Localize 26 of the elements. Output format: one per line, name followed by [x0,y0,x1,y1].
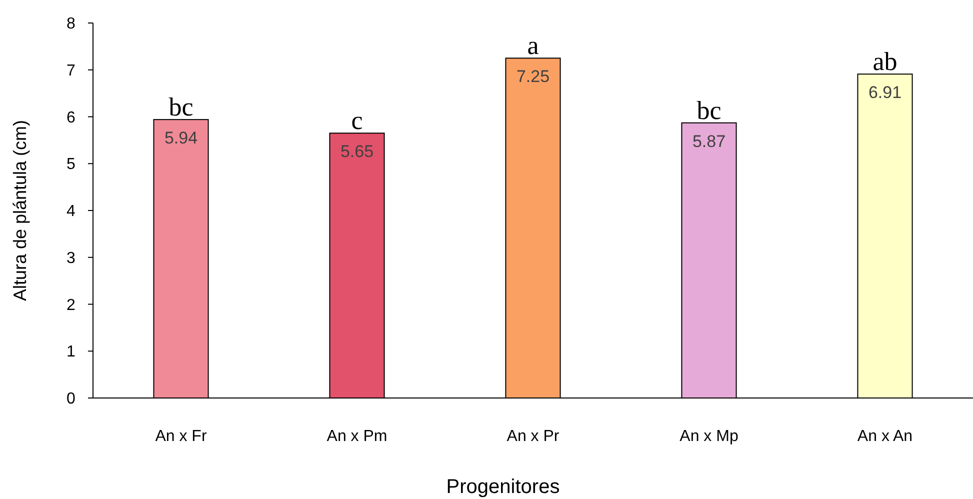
y-tick-label: 1 [66,344,76,361]
annotation: bc [168,92,194,122]
y-tick-label: 2 [66,296,76,314]
x-tick-label: An x An [857,428,913,445]
y-axis-title: Altura de plántula (cm) [10,120,30,302]
y-tick-label: 6 [66,109,76,126]
data-label: 5.94 [164,128,198,148]
x-tick-label: An x Pr [506,428,560,445]
data-label: 5.87 [692,132,726,151]
y-tick-label: 7 [66,62,76,80]
y-tick-label: 0 [66,390,76,408]
x-tick-label: An x Pm [326,428,388,445]
y-tick-label: 8 [66,16,76,33]
y-tick-label: 5 [66,156,76,174]
data-label: 6.91 [868,83,902,102]
annotation: c [351,106,363,136]
annotation: ab [872,47,898,76]
y-tick-label: 3 [66,250,76,267]
x-tick-label: An x Fr [155,428,208,445]
data-label: 5.65 [340,142,374,162]
x-axis-title: Progenitores [446,476,560,498]
data-label: 7.25 [516,67,550,86]
x-tick-label: An x Mp [680,428,738,445]
annotation: a [527,31,540,60]
annotation: bc [696,96,722,125]
y-tick-label: 4 [66,203,76,220]
